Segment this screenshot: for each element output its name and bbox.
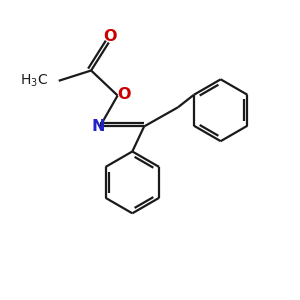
Text: O: O [117, 87, 131, 102]
Text: H$_3$C: H$_3$C [20, 73, 48, 89]
Text: N: N [92, 119, 105, 134]
Text: O: O [103, 29, 117, 44]
